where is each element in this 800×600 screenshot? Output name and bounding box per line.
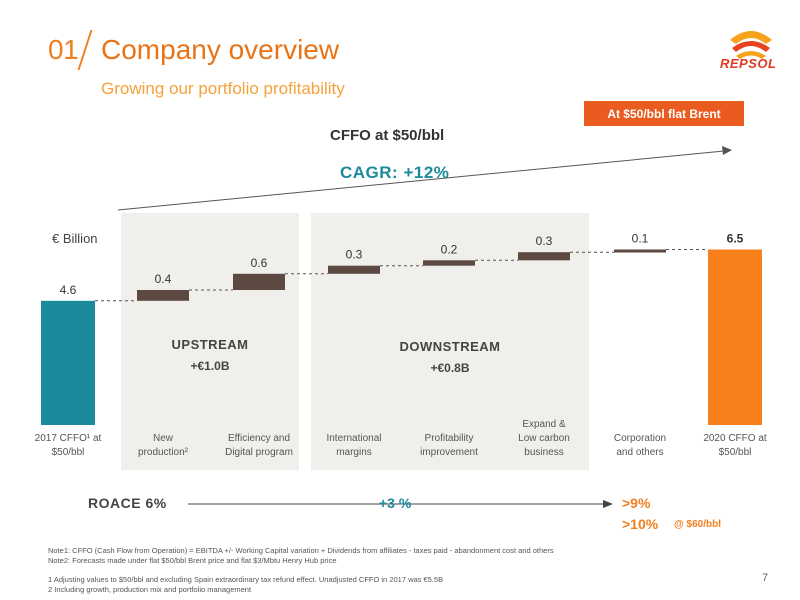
downstream-value: +€0.8B	[430, 361, 470, 375]
category-label-line: Low carbon	[518, 433, 570, 444]
chart-bar	[41, 300, 95, 425]
bar-value-label: 0.1	[632, 232, 649, 246]
category-label: International margins	[309, 432, 399, 460]
roace-arrow-head	[603, 500, 613, 508]
page-title: Company overview	[101, 34, 340, 65]
category-label-line: $50/bbl	[51, 447, 85, 458]
roace-label: ROACE 6%	[88, 495, 167, 511]
upstream-group-bg	[121, 213, 299, 470]
roace-target-1: >9%	[622, 495, 651, 511]
roace-target-2-note: @ $60/bbl	[674, 519, 721, 530]
page-number: 7	[762, 572, 769, 584]
category-label-line: Digital program	[225, 447, 293, 458]
category-label-line: business	[524, 447, 564, 458]
category-label: Profitability improvement	[404, 432, 494, 460]
cagr-arrow-head	[722, 146, 732, 155]
cagr-arrow-line	[117, 150, 725, 211]
category-label-line: 2017 CFFO¹ at	[34, 433, 102, 444]
category-label-line: $50/bbl	[718, 447, 752, 458]
category-label-line: New	[152, 433, 173, 444]
bar-value-label: 0.3	[536, 234, 553, 248]
brent-assumption-badge: At $50/bbl flat Brent	[584, 101, 744, 126]
bar-value-label: 6.5	[727, 232, 744, 246]
bar-value-label: 0.2	[441, 242, 458, 256]
chart-bar	[708, 249, 762, 425]
roace-gain: +3 %	[379, 495, 412, 511]
upstream-value: +€1.0B	[190, 359, 230, 373]
unit-label: € Billion	[52, 231, 98, 246]
cagr-label: CAGR: +12%	[340, 163, 450, 182]
category-label-line: Expand &	[522, 419, 566, 430]
footnote: 1 Adjusting values to $50/bbl and exclud…	[48, 575, 444, 584]
downstream-label: DOWNSTREAM	[399, 339, 501, 354]
category-label-line: improvement	[420, 447, 478, 458]
footnote: 2 Including growth, production mix and p…	[48, 585, 252, 594]
category-label: Expand & Low carbon business	[499, 418, 589, 460]
page-subtitle: Growing our portfolio profitability	[101, 79, 345, 98]
section-number: 01	[48, 34, 79, 65]
category-label: 2020 CFFO at $50/bbl	[690, 432, 780, 460]
category-label-line: International	[326, 433, 382, 444]
chart-bar	[328, 265, 380, 274]
chart-bar	[137, 290, 189, 301]
upstream-label: UPSTREAM	[171, 337, 249, 352]
category-label: New production²	[118, 432, 208, 460]
category-label-line: and others	[616, 447, 664, 458]
category-label-line: Efficiency and	[227, 433, 291, 444]
footnote: Note2: Forecasts made under flat $50/bbl…	[48, 556, 337, 565]
bar-value-label: 0.6	[251, 256, 268, 270]
category-label: Corporation and others	[595, 432, 685, 460]
chart-bar	[233, 273, 285, 290]
bar-value-label: 0.3	[346, 248, 363, 262]
category-label-line: 2020 CFFO at	[703, 433, 767, 444]
category-label-line: Corporation	[613, 433, 667, 444]
footnote: Note1: CFFO (Cash Flow from Operation) =…	[48, 546, 554, 555]
chart-bar	[614, 249, 666, 253]
logo-text: REPSOL	[720, 56, 777, 71]
roace-target-2: >10%	[622, 516, 659, 532]
bar-value-label: 4.6	[60, 283, 77, 297]
category-label-line: margins	[336, 447, 372, 458]
bar-value-label: 0.4	[155, 272, 172, 286]
category-label: Efficiency and Digital program	[214, 432, 304, 460]
cffo-label: CFFO at $50/bbl	[330, 127, 445, 144]
category-label-line: production²	[137, 447, 189, 458]
category-label: 2017 CFFO¹ at $50/bbl	[23, 432, 113, 460]
chart-bar	[423, 260, 475, 266]
category-label-line: Profitability	[424, 433, 474, 444]
repsol-logo	[730, 31, 772, 59]
chart-bar	[518, 252, 570, 261]
